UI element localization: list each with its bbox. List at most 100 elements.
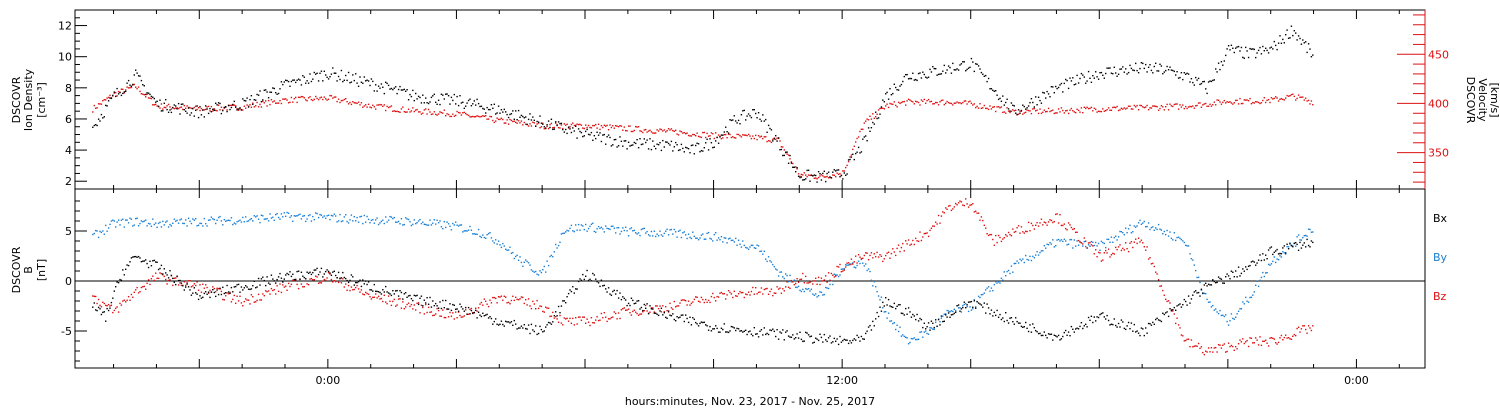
bx-series-point xyxy=(557,305,560,308)
density-series-point xyxy=(1132,69,1134,71)
by-series-point xyxy=(695,237,697,239)
bx-series-point xyxy=(1087,316,1090,319)
velocity-series-point xyxy=(382,105,384,107)
by-series-point xyxy=(1243,303,1245,305)
velocity-series-point xyxy=(152,104,154,106)
density-series-point xyxy=(587,133,590,136)
velocity-series-point xyxy=(966,103,968,105)
density-series-point xyxy=(887,98,890,100)
bz-series-point xyxy=(700,296,703,299)
by-series-point xyxy=(582,225,584,227)
velocity-series-point xyxy=(616,125,618,127)
velocity-series-point xyxy=(1262,99,1264,102)
density-series-point xyxy=(835,170,837,172)
density-series-point xyxy=(135,69,137,71)
bx-series-point xyxy=(945,314,947,316)
velocity-series-point xyxy=(106,97,108,99)
by-series-point xyxy=(890,320,893,322)
bx-series-point xyxy=(862,338,864,340)
velocity-series-point xyxy=(627,125,630,127)
velocity-series-point xyxy=(459,112,461,114)
by-series-point xyxy=(1162,233,1164,235)
bx-series-point xyxy=(1246,268,1248,271)
by-series-point xyxy=(539,270,541,272)
velocity-series-point xyxy=(910,100,913,102)
bz-series-point xyxy=(362,293,364,295)
by-series-point xyxy=(486,234,488,236)
bx-series-point xyxy=(1213,280,1215,283)
bx-series-point xyxy=(712,328,714,330)
by-series-point xyxy=(636,233,638,235)
by-series-point xyxy=(142,221,144,223)
bz-series-point xyxy=(1143,246,1145,248)
bz-series-point xyxy=(192,285,194,287)
by-series-point xyxy=(1036,251,1038,253)
bz-series-point xyxy=(267,290,270,292)
density-series-point xyxy=(962,61,964,63)
bx-series-point xyxy=(1172,309,1174,311)
density-series-point xyxy=(583,135,585,137)
data-points xyxy=(92,25,1314,356)
bz-series-point xyxy=(289,285,291,288)
bz-series-point xyxy=(223,299,225,301)
bx-series-point xyxy=(133,256,135,258)
bz-series-point xyxy=(1086,247,1088,249)
bz-series-point xyxy=(352,289,354,291)
bz-series-point xyxy=(1290,338,1293,340)
density-series-point xyxy=(1267,52,1270,54)
density-series-point xyxy=(109,97,111,99)
velocity-series-point xyxy=(877,109,880,111)
density-series-point xyxy=(1049,96,1051,98)
bx-series-point xyxy=(1270,246,1273,248)
bx-series-point xyxy=(913,315,915,317)
bx-series-point xyxy=(229,292,231,294)
velocity-series-point xyxy=(939,101,941,103)
by-series-point xyxy=(93,232,95,235)
bx-series-point xyxy=(1185,300,1187,303)
velocity-series-point xyxy=(179,106,181,109)
by-series-point xyxy=(195,218,197,220)
by-series-point xyxy=(1217,312,1220,315)
bx-series-point xyxy=(1053,334,1055,336)
bz-series-point xyxy=(713,296,715,299)
bx-series-point xyxy=(999,313,1001,316)
density-series-point xyxy=(597,134,600,136)
bz-series-point xyxy=(199,284,201,286)
velocity-series-point xyxy=(285,98,287,100)
density-series-point xyxy=(1040,102,1043,104)
bx-series-point xyxy=(889,305,891,307)
by-series-point xyxy=(922,336,924,338)
bz-series-point xyxy=(165,278,167,281)
by-series-point xyxy=(713,233,715,236)
bz-series-point xyxy=(827,272,830,274)
velocity-series-point xyxy=(550,122,553,125)
density-series-point xyxy=(542,123,544,125)
velocity-series-point xyxy=(175,107,177,109)
velocity-series-point xyxy=(1245,99,1247,101)
density-series-point xyxy=(96,124,98,127)
bx-series-point xyxy=(722,328,724,331)
bz-series-point xyxy=(729,291,731,294)
velocity-series-point xyxy=(480,115,483,118)
density-series-point xyxy=(730,119,733,122)
velocity-series-point xyxy=(239,108,241,110)
bz-series-point xyxy=(983,224,985,226)
density-series-point xyxy=(930,71,933,73)
bz-series-point xyxy=(956,204,958,206)
density-series-point xyxy=(256,93,258,96)
velocity-series-point xyxy=(1035,110,1037,112)
bx-series-point xyxy=(1223,282,1225,284)
by-series-point xyxy=(162,220,164,223)
by-series-point xyxy=(687,233,690,235)
velocity-series-point xyxy=(1250,103,1253,105)
bz-series-point xyxy=(143,285,145,288)
by-series-point xyxy=(576,229,578,231)
bx-series-point xyxy=(569,289,571,291)
density-series-point xyxy=(409,93,411,96)
bz-series-point xyxy=(937,214,940,217)
density-series-point xyxy=(1292,34,1294,37)
density-series-point xyxy=(513,118,515,120)
density-series-point xyxy=(1127,71,1130,74)
velocity-series-point xyxy=(92,111,94,113)
bz-series-point xyxy=(709,301,711,304)
